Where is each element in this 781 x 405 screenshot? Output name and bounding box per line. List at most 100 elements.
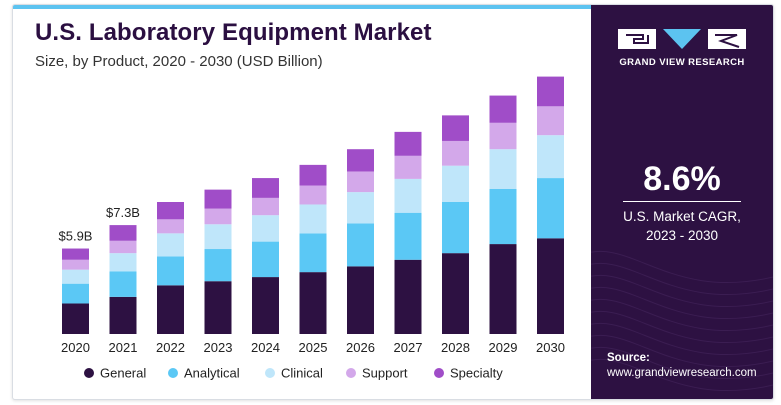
bar-segment-general-2026 (347, 266, 374, 334)
bar-segment-support-2024 (252, 197, 279, 216)
cagr-label-line1: U.S. Market CAGR, (623, 209, 741, 224)
x-tick-label: 2021 (109, 340, 138, 355)
legend-item-analytical: Analytical (168, 366, 240, 381)
bar-segment-analytical-2027 (394, 212, 422, 260)
bar-segment-general-2020 (62, 303, 89, 334)
bar-segment-clinical-2028 (442, 165, 469, 202)
source-note: Source: www.grandviewresearch.com (607, 351, 757, 381)
bar-segment-support-2023 (204, 208, 232, 225)
bar-segment-specialty-2024 (252, 178, 279, 198)
bar-segment-support-2021 (109, 240, 137, 254)
bar-segment-specialty-2022 (157, 202, 184, 220)
bar-segment-clinical-2022 (157, 233, 184, 257)
legend-item-specialty: Specialty (434, 366, 503, 381)
bar-segment-general-2029 (489, 244, 517, 334)
bar-segment-general-2028 (442, 253, 469, 334)
bar-segment-analytical-2023 (204, 249, 232, 282)
bar-segment-analytical-2025 (299, 233, 327, 273)
stacked-bar-chart: 2020 2021 2022 2023 2024 2025 2026 2027 2028 2029… (59, 76, 565, 381)
x-tick-labels: 2020 2021 2022 2023 2024 2025 2026 2027 2028 2029… (61, 340, 565, 355)
legend-label: Specialty (450, 366, 503, 381)
grand-view-research-logo (618, 29, 746, 49)
source-label: Source: (607, 352, 650, 364)
bar-segment-specialty-2021 (109, 225, 137, 241)
bar-segment-specialty-2028 (442, 115, 469, 141)
bar-segment-specialty-2026 (347, 149, 374, 172)
data-labels: $5.9B $7.3B (59, 205, 140, 243)
bar-segment-support-2029 (489, 122, 517, 150)
brand-name: GRAND VIEW RESEARCH (619, 57, 745, 68)
x-tick-label: 2030 (536, 340, 565, 355)
bar-segment-general-2024 (252, 277, 279, 334)
x-tick-label: 2020 (61, 340, 90, 355)
bar-segment-general-2025 (299, 272, 327, 334)
accent-line (13, 5, 591, 9)
bar-segment-support-2020 (62, 259, 89, 270)
x-tick-label: 2027 (394, 340, 423, 355)
data-label: $5.9B (59, 229, 93, 244)
bar-segment-clinical-2026 (347, 192, 374, 224)
bar-segment-specialty-2027 (394, 131, 422, 156)
legend-label: Clinical (281, 366, 323, 381)
bar-segment-support-2030 (537, 106, 564, 136)
cagr-label: U.S. Market CAGR, 2023 - 2030 (591, 207, 773, 245)
bar-segment-analytical-2026 (347, 223, 374, 267)
bar-segment-clinical-2025 (299, 204, 327, 234)
bar-segment-clinical-2020 (62, 269, 89, 284)
legend-swatch (434, 368, 444, 378)
cagr-value: 8.6% (643, 160, 721, 198)
x-tick-label: 2025 (299, 340, 328, 355)
bar-segment-specialty-2025 (299, 164, 327, 186)
cagr-label-line2: 2023 - 2030 (645, 228, 719, 243)
bar-segment-general-2021 (109, 296, 137, 334)
bar-segment-general-2027 (394, 259, 422, 334)
infographic-card: U.S. Laboratory Equipment Market Size, b… (12, 4, 774, 400)
bar-segment-clinical-2023 (204, 224, 232, 250)
bar-segment-clinical-2029 (489, 149, 517, 189)
bar-segment-analytical-2029 (489, 188, 517, 245)
bar-segment-general-2030 (537, 238, 564, 334)
bar-segment-specialty-2030 (537, 76, 564, 107)
bar-segment-analytical-2024 (252, 241, 279, 278)
bar-segment-specialty-2023 (204, 189, 232, 209)
legend-item-general: General (84, 366, 146, 381)
source-url[interactable]: www.grandviewresearch.com (607, 367, 757, 379)
bar-segment-support-2028 (442, 140, 469, 166)
bar-segment-support-2027 (394, 155, 422, 179)
sidebar-panel: GRAND VIEW RESEARCH 8.6% U.S. Market CAG… (591, 5, 773, 399)
legend-label: Support (362, 366, 408, 381)
cagr-divider (623, 201, 741, 202)
x-tick-label: 2023 (204, 340, 233, 355)
legend-swatch (168, 368, 178, 378)
legend-item-support: Support (346, 366, 408, 381)
x-tick-label: 2024 (251, 340, 280, 355)
chart-subtitle: Size, by Product, 2020 - 2030 (USD Billi… (35, 53, 323, 70)
x-tick-label: 2029 (489, 340, 518, 355)
bar-segment-analytical-2020 (62, 283, 89, 304)
legend-label: Analytical (184, 366, 240, 381)
bar-segment-analytical-2030 (537, 178, 564, 239)
bar-segment-general-2022 (157, 285, 184, 334)
legend-swatch (265, 368, 275, 378)
x-tick-label: 2028 (441, 340, 470, 355)
bar-segment-analytical-2028 (442, 202, 469, 254)
bar-segment-support-2022 (157, 219, 184, 234)
legend: General Analytical Clinical Support Specialt… (84, 366, 503, 381)
bar-segment-analytical-2022 (157, 256, 184, 286)
bar-segment-clinical-2030 (537, 135, 564, 179)
bar-segment-clinical-2021 (109, 253, 137, 272)
legend-swatch (84, 368, 94, 378)
bar-segment-clinical-2027 (394, 178, 422, 213)
bar-segment-general-2023 (204, 281, 232, 334)
legend-label: General (100, 366, 146, 381)
chart-title: U.S. Laboratory Equipment Market (35, 19, 432, 46)
bar-segment-analytical-2021 (109, 271, 137, 297)
bar-segment-specialty-2029 (489, 95, 517, 123)
legend-swatch (346, 368, 356, 378)
bar-segment-support-2025 (299, 185, 327, 205)
data-label: $7.3B (106, 205, 140, 220)
x-tick-label: 2026 (346, 340, 375, 355)
legend-item-clinical: Clinical (265, 366, 323, 381)
bar-segment-specialty-2020 (62, 248, 89, 260)
x-tick-label: 2022 (156, 340, 185, 355)
